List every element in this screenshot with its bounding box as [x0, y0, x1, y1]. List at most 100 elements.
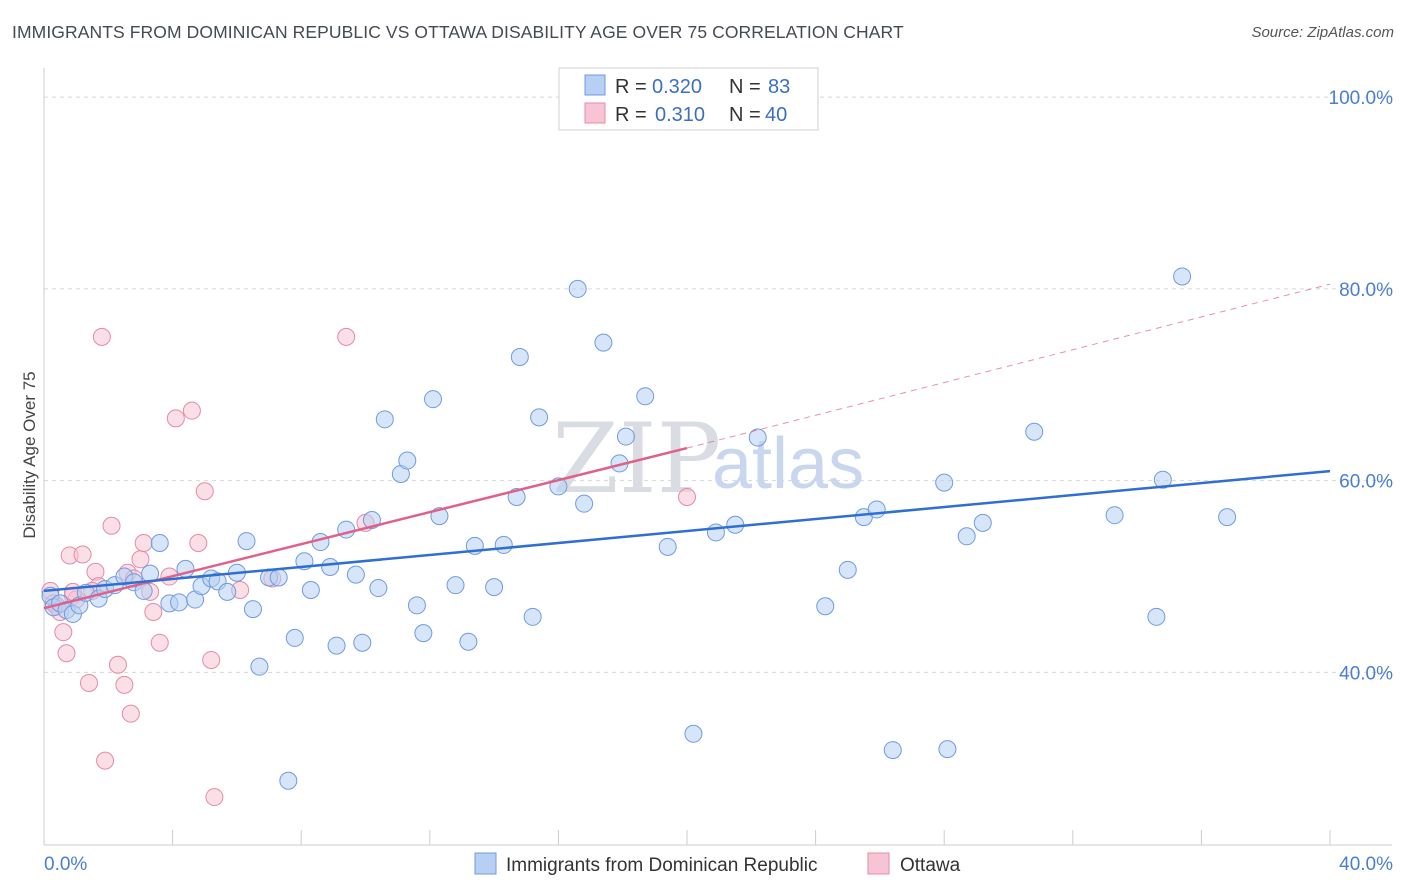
dominican-point [218, 582, 237, 601]
ottawa-points [41, 327, 696, 807]
dominican-point [279, 771, 298, 790]
dominican-point [269, 568, 288, 587]
dominican-point [285, 628, 304, 647]
legend-swatch-pink [584, 102, 606, 124]
bottom-legend-label-blue: Immigrants from Dominican Republic [506, 855, 818, 876]
ottawa-point [134, 533, 153, 552]
ottawa-point [108, 655, 127, 674]
y-tick-label: 80.0% [1339, 280, 1393, 301]
dominican-point [414, 624, 433, 643]
dominican-point [353, 633, 372, 652]
dominican-point [883, 741, 902, 760]
dominican-point [494, 535, 513, 554]
ottawa-point [337, 327, 356, 346]
legend-r-label-pink: R = [615, 104, 647, 126]
axes [43, 68, 1392, 846]
series-legend: Immigrants from Dominican Republic Ottaw… [474, 852, 961, 876]
legend-n-value-blue: 83 [768, 76, 790, 98]
dominican-point [485, 578, 504, 597]
bottom-legend-swatch-pink [867, 852, 890, 875]
ottawa-point [189, 533, 208, 552]
correlation-legend: R = 0.320 N = 83 R = 0.310 N = 40 [558, 67, 819, 131]
dominican-point [170, 593, 189, 612]
dominican-point [243, 600, 262, 619]
ottawa-point [57, 644, 76, 663]
legend-swatch-blue [584, 74, 606, 96]
x-tick-label: 0.0% [44, 854, 87, 875]
chart-title: IMMIGRANTS FROM DOMINICAN REPUBLIC VS OT… [12, 22, 904, 42]
x-tick-label: 40.0% [1339, 854, 1393, 875]
ottawa-point [121, 704, 140, 723]
legend-r-value-blue: 0.320 [652, 76, 702, 98]
ottawa-point [182, 401, 201, 420]
dominican-point [935, 473, 954, 492]
dominican-point [568, 279, 587, 298]
ottawa-point [92, 327, 111, 346]
dominican-point [838, 560, 857, 579]
dominican-point [1173, 267, 1192, 286]
dominican-point [748, 428, 767, 447]
source-credit: Source: ZipAtlas.com [1251, 24, 1394, 41]
dominican-point [407, 596, 426, 615]
dominican-point [658, 537, 677, 556]
dominican-point [1218, 508, 1237, 527]
legend-n-label-blue: N = [729, 76, 761, 98]
dominican-point [594, 333, 613, 352]
trend-lines [43, 283, 1331, 610]
dominican-point [1025, 422, 1044, 441]
dominican-point [957, 527, 976, 546]
watermark-atlas: atlas [712, 424, 864, 504]
legend-r-label-blue: R = [615, 76, 647, 98]
ottawa-point [102, 516, 121, 535]
dominican-point [636, 387, 655, 406]
ottawa-point [144, 603, 163, 622]
x-tick-labels: 0.0% 40.0% [44, 854, 1393, 875]
bottom-legend-label-pink: Ottawa [900, 855, 961, 876]
dominican-point [346, 565, 365, 584]
dominican-point [867, 500, 886, 519]
dominican-point [369, 579, 388, 598]
y-tick-label: 40.0% [1339, 663, 1393, 684]
ottawa-point [678, 487, 696, 506]
y-tick-label: 100.0% [1329, 88, 1394, 109]
dominican-point [398, 451, 417, 470]
dominican-trend-line [43, 469, 1331, 593]
dominican-point [321, 557, 340, 576]
ottawa-point [54, 623, 73, 642]
dominican-point [973, 513, 992, 532]
dominican-point [375, 410, 394, 429]
ottawa-point [166, 409, 185, 428]
dominican-point [1147, 607, 1166, 626]
bottom-legend-swatch-blue [474, 852, 497, 875]
y-tick-label: 60.0% [1339, 472, 1393, 493]
legend-n-value-pink: 40 [765, 104, 787, 126]
ottawa-point [205, 788, 224, 807]
ottawa-point [115, 675, 134, 694]
dominican-point [301, 580, 320, 599]
ottawa-point [96, 751, 115, 770]
y-axis-label: Disability Age Over 75 [20, 371, 39, 538]
dominican-point [523, 607, 542, 626]
dominican-point [150, 533, 169, 552]
dominican-point [250, 657, 269, 676]
ottawa-point [131, 550, 150, 569]
ottawa-trend-extension [686, 283, 1331, 449]
dominican-point [1105, 506, 1124, 525]
ottawa-point [202, 650, 221, 669]
legend-n-label-pink: N = [729, 104, 761, 126]
dominican-point [510, 347, 529, 366]
dominican-point [575, 494, 594, 513]
dominican-point [424, 390, 443, 409]
dominican-point [1153, 470, 1172, 489]
dominican-point [706, 523, 725, 542]
dominican-point [446, 576, 465, 595]
ottawa-point [73, 545, 92, 564]
dominican-point [459, 632, 478, 651]
dominican-point [816, 597, 835, 616]
ottawa-point [150, 633, 169, 652]
ottawa-point [80, 673, 99, 692]
dominican-point [530, 408, 549, 427]
dominican-point [616, 427, 635, 446]
ottawa-point [195, 482, 214, 501]
